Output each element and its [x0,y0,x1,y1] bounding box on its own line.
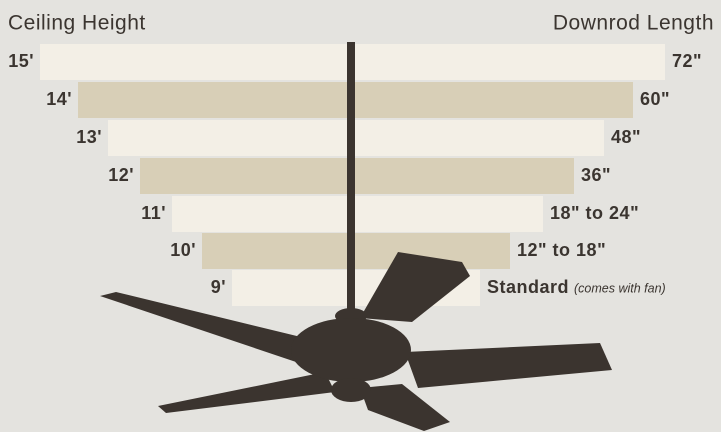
infographic: Ceiling Height Downrod Length 15' 72" 14' 6… [0,0,721,432]
downrod-label: 18" to 24" [550,203,639,223]
ceiling-label: 12' [108,165,134,185]
downrod-note: (comes with fan) [574,281,666,295]
downrod-label: 72" [672,51,702,71]
ceiling-label: 15' [8,51,34,71]
right-header: Downrod Length [553,12,714,35]
ceiling-label: 9' [211,277,226,297]
downrod-label: 48" [611,127,641,147]
height-bar [172,196,543,232]
height-bar [78,82,633,118]
ceiling-label: 11' [141,203,166,223]
downrod-label: 36" [581,165,611,185]
height-bar [108,120,604,156]
downrod-label: Standard [487,277,569,297]
downrod-label: 12" to 18" [517,240,606,260]
left-header: Ceiling Height [8,12,146,35]
ceiling-label: 10' [170,240,196,260]
height-bar [202,233,510,269]
fan-motor [291,318,411,382]
downrod [347,42,355,314]
ceiling-label: 13' [76,127,102,147]
downrod-label: 60" [640,89,670,109]
fan-cap [331,378,371,402]
ceiling-label: 14' [46,89,72,109]
height-bar [140,158,574,194]
